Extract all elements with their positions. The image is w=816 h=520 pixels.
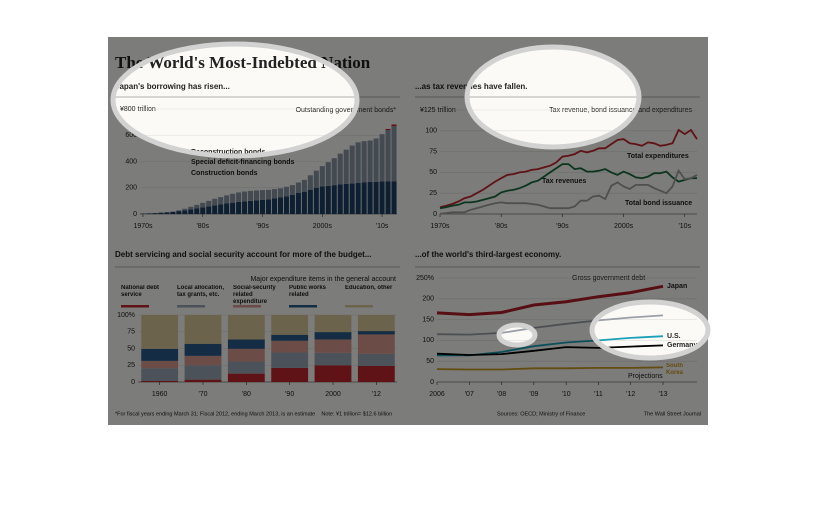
highlights — [110, 41, 711, 361]
highlight — [496, 322, 538, 348]
highlight — [110, 41, 360, 159]
highlight — [464, 44, 642, 150]
dim-overlay — [108, 37, 708, 425]
highlight — [589, 299, 711, 361]
